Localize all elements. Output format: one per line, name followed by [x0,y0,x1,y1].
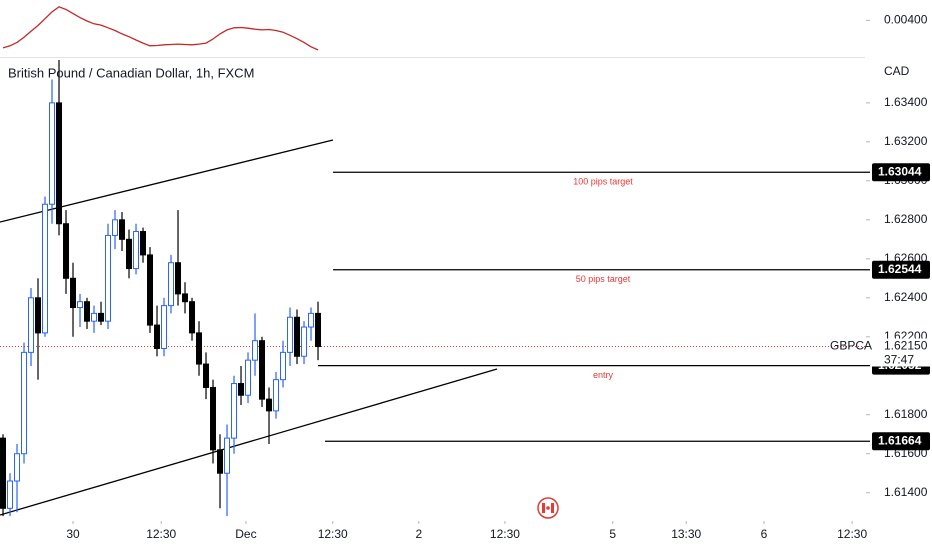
currency: CAD [884,64,910,78]
price-box-label: 1.61664 [878,433,922,447]
candle-body [259,340,266,400]
candle-body [0,437,7,509]
candle-body [294,316,301,357]
candle-body [238,383,245,396]
candle-body [112,219,119,236]
candle-body [98,312,105,322]
candle-body [217,449,224,474]
level-label: entry [593,370,614,380]
price-box [872,432,930,451]
candle-body [224,437,231,474]
candle-body [119,219,126,240]
candle-body [273,379,280,412]
candle-body [175,262,182,295]
candle-body [35,297,42,334]
channel-upper [0,139,334,223]
candle-body [105,234,112,322]
flag-icon [537,497,559,519]
candle-body [308,312,315,328]
price-box-label: 1.62544 [878,262,922,276]
x-tick-label: 6 [761,527,768,541]
indicator-line [2,6,319,51]
candle-body [147,254,154,326]
x-tick-label: 2 [415,527,422,541]
last-price-box [872,338,930,367]
price-box [872,260,930,279]
x-tick-label: 12:30 [146,527,176,541]
candle-body [77,301,84,309]
level-label: 50 pips target [576,274,631,284]
candle-body [42,203,49,334]
x-tick-label: 5 [609,527,616,541]
candle-body [203,363,210,388]
y-tick-label: 1.63400 [884,95,928,109]
price-box [872,163,930,182]
candle-body [70,277,77,309]
candle-body [252,340,259,361]
candle-body [21,351,28,455]
candle-body [287,316,294,353]
y-tick-label: 1.62400 [884,290,928,304]
candle-body [161,305,168,349]
x-tick-label: 12:30 [318,527,348,541]
candle-body [7,480,14,509]
level-label: 100 pips target [573,177,633,187]
x-tick-label: Dec [235,527,256,541]
chart-title: British Pound / Canadian Dollar, 1h, FXC… [8,65,254,80]
x-tick-label: 12:30 [490,527,520,541]
y-tick-label: 1.61400 [884,485,928,499]
candle-body [210,386,217,451]
symbol-label: GBPCAD [830,339,881,353]
indicator-tick-label: 0.00400 [884,13,928,27]
price-box-label: 1.63044 [878,164,922,178]
last-price-label: 1.62150 [884,339,928,353]
y-tick-label: 1.62800 [884,212,928,226]
x-tick-label: 12:30 [837,527,867,541]
candle-body [182,293,189,303]
candle-body [301,326,308,357]
candle-body [91,312,98,322]
candle-body [168,262,175,307]
candle-body [63,223,70,279]
channel-lower [0,368,498,516]
candle-body [280,351,287,381]
marks: 100 pips target 50 pips target entry [0,6,870,517]
candle-body [133,231,140,270]
y-tick-label: 1.63200 [884,134,928,148]
candle-body [196,332,203,365]
candle-body [140,231,147,256]
candle-body [14,453,21,482]
candle-body [189,301,196,334]
candle-body [126,238,133,270]
x-tick-label: 30 [66,527,80,541]
countdown: 37:47 [884,353,914,367]
candle-body [245,359,252,396]
candle-body [28,297,35,353]
x-tick-label: 13:30 [671,527,701,541]
y-tick-label: 1.61800 [884,407,928,421]
candle-body [231,383,238,439]
candle-body [56,102,63,225]
candle-body [49,102,56,205]
candle-body [315,312,322,348]
candle-body [266,398,273,412]
candle-body [154,324,161,349]
candle-body [84,301,91,322]
